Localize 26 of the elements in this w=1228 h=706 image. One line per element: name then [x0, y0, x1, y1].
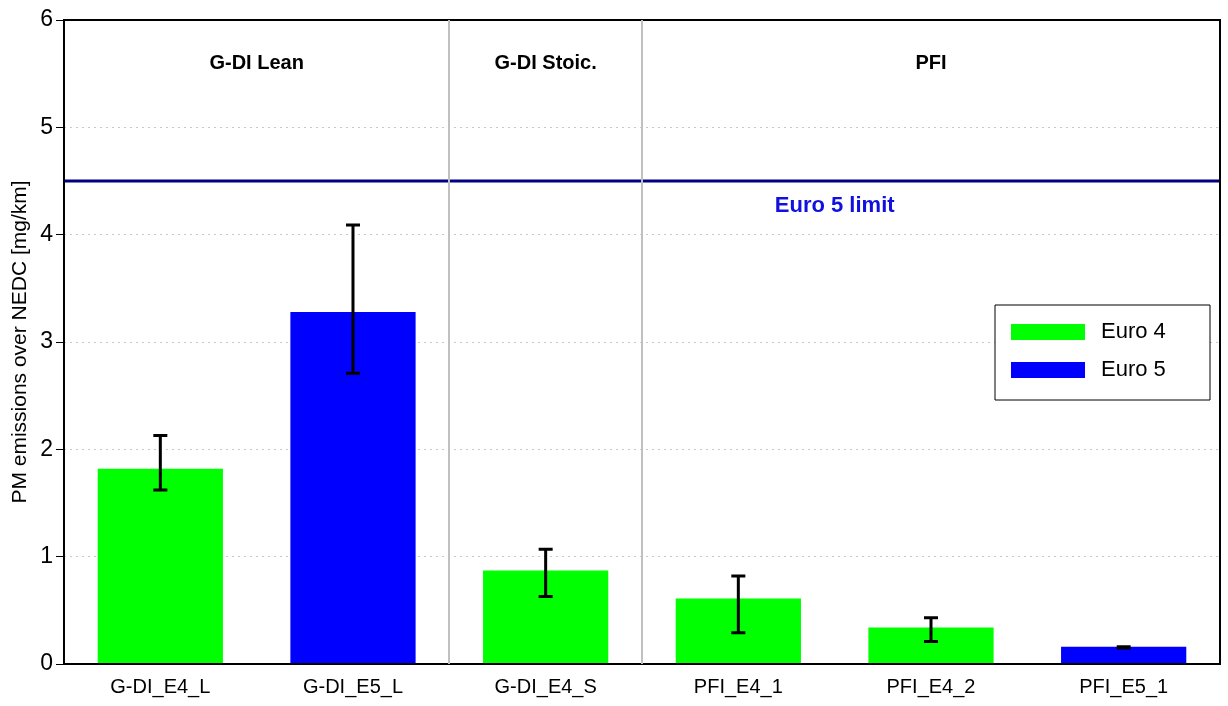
- bar: [97, 468, 223, 664]
- y-tick-label: 1: [40, 542, 53, 569]
- bar: [1061, 646, 1187, 664]
- bar: [290, 311, 416, 664]
- legend-label: Euro 5: [1101, 356, 1166, 382]
- annotation: G-DI Lean: [209, 50, 304, 73]
- y-tick-label: 2: [40, 434, 53, 461]
- y-tick-label: 6: [40, 5, 53, 32]
- x-tick-label: G-DI_E5_L: [302, 674, 404, 698]
- ref-line-label: Euro 5 limit: [774, 192, 896, 218]
- bar: [868, 627, 994, 664]
- x-tick-label: G-DI_E4_S: [494, 674, 597, 698]
- annotation: PFI: [915, 50, 947, 73]
- x-tick-label: PFI_E4_2: [886, 674, 976, 698]
- x-tick-label: PFI_E5_1: [1079, 674, 1169, 698]
- y-tick-label: 0: [40, 649, 53, 676]
- x-tick-label: PFI_E4_1: [693, 674, 783, 698]
- bar: [675, 598, 801, 664]
- x-tick-label: G-DI_E4_L: [110, 674, 211, 698]
- y-tick-label: 3: [40, 327, 53, 354]
- y-tick-label: 5: [40, 112, 53, 139]
- legend-label: Euro 4: [1101, 318, 1166, 344]
- bar: [483, 570, 609, 664]
- annotation: G-DI Stoic.: [494, 50, 597, 73]
- y-tick-label: 4: [40, 220, 54, 247]
- y-axis-title: PM emissions over NEDC [mg/km]: [7, 180, 31, 504]
